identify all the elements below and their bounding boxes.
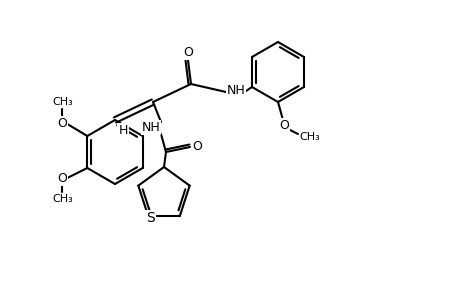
Text: S: S	[146, 211, 154, 225]
Text: CH₃: CH₃	[52, 97, 73, 107]
Text: O: O	[57, 116, 67, 130]
Text: CH₃: CH₃	[299, 132, 319, 142]
Text: NH: NH	[226, 83, 245, 97]
Text: O: O	[183, 46, 192, 59]
Text: O: O	[57, 172, 67, 184]
Text: NH: NH	[141, 121, 160, 134]
Text: O: O	[279, 118, 288, 131]
Text: H: H	[118, 124, 128, 136]
Text: O: O	[192, 140, 202, 152]
Text: CH₃: CH₃	[52, 194, 73, 204]
